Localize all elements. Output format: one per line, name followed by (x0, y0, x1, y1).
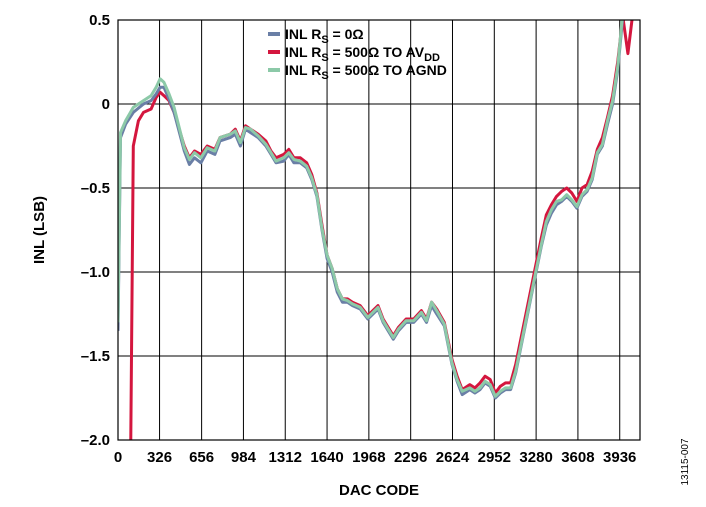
figure-id: 13115-007 (680, 438, 691, 486)
x-tick-label: 3936 (603, 449, 636, 466)
y-tick-label: –2.0 (81, 432, 110, 449)
series-line-2 (118, 20, 624, 398)
y-tick-label: 0 (102, 96, 110, 113)
x-tick-label: 2624 (436, 449, 470, 466)
legend-label-part: INL R (285, 26, 321, 42)
chart-grid (117, 19, 640, 441)
x-tick-labels: 0 326 656 984 1312 1640 1968 2296 2624 2952 3280 36… (114, 449, 637, 466)
legend-label-part: = 500Ω TO AGND (329, 62, 447, 78)
x-tick-label: 2952 (478, 449, 511, 466)
plot-frame (117, 19, 641, 441)
x-tick-label: 1640 (310, 449, 343, 466)
x-tick-label: 656 (189, 449, 214, 466)
y-tick-label: 0.5 (89, 12, 110, 29)
y-axis-title: INL (LSB) (31, 196, 48, 264)
legend-label-part: = 500Ω TO AV (329, 44, 425, 60)
legend-label-part: S (321, 52, 328, 64)
legend-label: INL RS = 0Ω (285, 26, 364, 46)
x-tick-label: 2296 (394, 449, 427, 466)
legend-label-part: S (321, 70, 328, 82)
y-tick-labels: 0.5 0 –0.5 –1.0 –1.5 –2.0 (81, 12, 110, 449)
x-tick-label: 1968 (352, 449, 385, 466)
legend-label-part: = 0Ω (329, 26, 364, 42)
x-tick-label: 0 (114, 449, 122, 466)
y-tick-label: –1.5 (81, 348, 110, 365)
legend-label-part: DD (424, 52, 440, 64)
legend-label-part: INL R (285, 44, 321, 60)
series-layer (118, 20, 634, 440)
legend-label: INL RS = 500Ω TO AVDD (285, 44, 440, 64)
x-tick-label: 326 (147, 449, 172, 466)
legend-label-part: S (321, 34, 328, 46)
x-axis-title: DAC CODE (339, 482, 419, 499)
legend-label: INL RS = 500Ω TO AGND (285, 62, 447, 82)
x-tick-label: 3608 (561, 449, 594, 466)
x-tick-label: 984 (231, 449, 257, 466)
x-tick-label: 3280 (519, 449, 552, 466)
x-tick-label: 1312 (269, 449, 302, 466)
y-tick-label: –0.5 (81, 180, 110, 197)
y-tick-label: –1.0 (81, 264, 110, 281)
legend-label-part: INL R (285, 62, 321, 78)
